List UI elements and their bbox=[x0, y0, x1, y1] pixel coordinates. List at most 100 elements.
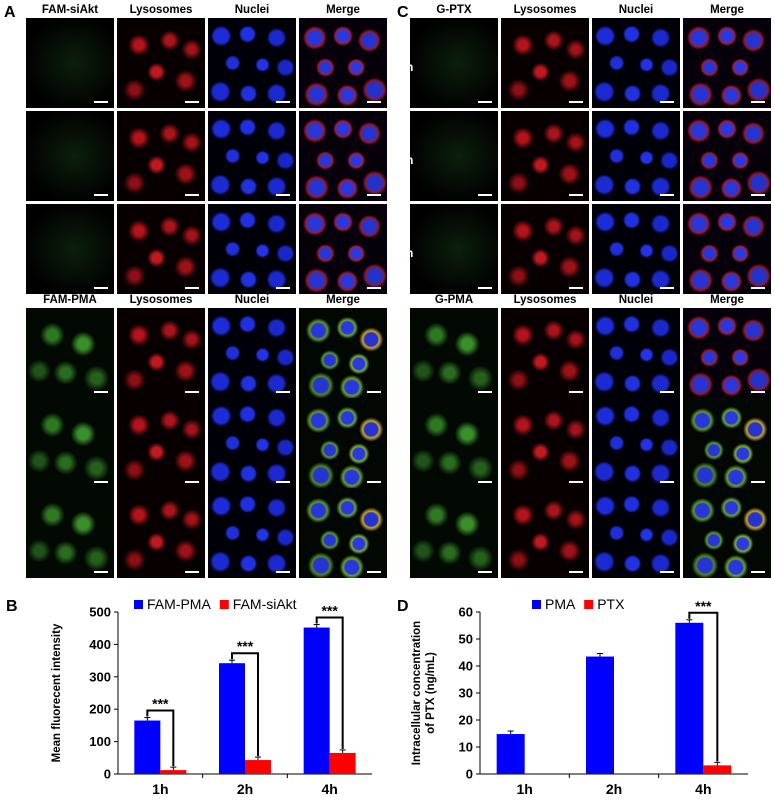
column-header: Lysosomes bbox=[129, 294, 193, 306]
micrograph-fam-siakt-1h bbox=[26, 18, 114, 108]
micrograph-merge bbox=[683, 111, 771, 201]
x-tick-label: 4h bbox=[695, 781, 711, 797]
column-header: Lysosomes bbox=[513, 4, 577, 16]
x-tick-label: 2h bbox=[606, 781, 622, 797]
bar-ptx bbox=[703, 765, 732, 774]
row-label: 4 h bbox=[6, 526, 24, 540]
micrograph-lysosomes bbox=[117, 204, 205, 294]
micrograph-g-pma-1h bbox=[410, 308, 498, 398]
micrograph-lysosomes bbox=[501, 204, 589, 294]
micrograph-merge bbox=[299, 204, 387, 294]
y-tick-label: 20 bbox=[459, 713, 473, 728]
micrograph-merge bbox=[683, 18, 771, 108]
micrograph-g-pma-4h bbox=[410, 488, 498, 578]
micrograph-merge bbox=[683, 308, 771, 398]
column-header: FAM-PMA bbox=[43, 294, 97, 306]
micrograph-g-ptx-4h bbox=[410, 204, 498, 294]
micrograph-g-pma-2h bbox=[410, 398, 498, 488]
x-tick-label: 2h bbox=[237, 781, 253, 797]
legend-swatch bbox=[134, 600, 143, 609]
significance-label: *** bbox=[695, 598, 712, 614]
row-label: 4 h bbox=[6, 246, 24, 260]
row-label: 1 h bbox=[396, 60, 414, 74]
micrograph-fam-siakt-2h bbox=[26, 111, 114, 201]
column-header: Merge bbox=[326, 4, 360, 16]
y-tick-label: 10 bbox=[459, 740, 473, 755]
row-label: 4 h bbox=[396, 246, 414, 260]
micrograph-nuclei bbox=[592, 111, 680, 201]
bar-fam-pma bbox=[134, 720, 161, 774]
column-header: Lysosomes bbox=[129, 4, 193, 16]
y-tick-label: 100 bbox=[89, 734, 111, 749]
micrograph-lysosomes bbox=[117, 308, 205, 398]
column-header: Nuclei bbox=[618, 4, 654, 16]
column-header: Nuclei bbox=[618, 294, 654, 306]
column-header: Merge bbox=[710, 294, 744, 306]
micrograph-nuclei bbox=[208, 398, 296, 488]
y-tick-label: 0 bbox=[104, 767, 111, 782]
y-tick-label: 500 bbox=[89, 605, 111, 620]
legend-swatch bbox=[584, 600, 594, 609]
row-label: 2 h bbox=[6, 153, 24, 167]
micrograph-nuclei bbox=[208, 308, 296, 398]
column-header: G-PTX bbox=[436, 4, 472, 16]
micrograph-fam-pma-4h bbox=[26, 488, 114, 578]
micrograph-merge bbox=[299, 111, 387, 201]
y-axis-label: of PTX (ng/mL) bbox=[425, 652, 437, 734]
micrograph-lysosomes bbox=[501, 111, 589, 201]
legend-swatch bbox=[219, 600, 229, 609]
row-label: 1 h bbox=[6, 346, 24, 360]
bar-fam-siakt bbox=[329, 752, 356, 774]
significance-bracket bbox=[146, 709, 175, 767]
x-tick-label: 1h bbox=[516, 781, 532, 797]
y-tick-label: 40 bbox=[459, 659, 473, 674]
legend-entry: FAM-siAkt bbox=[233, 596, 297, 612]
chart-b: 0 100 200 300 400 500 Mean fluorecent intensit… bbox=[51, 596, 372, 797]
micrograph-merge bbox=[683, 204, 771, 294]
micrograph-fam-pma-2h bbox=[26, 398, 114, 488]
significance-bracket bbox=[315, 616, 344, 749]
column-header: G-PMA bbox=[434, 294, 474, 306]
micrograph-merge bbox=[299, 308, 387, 398]
significance-bracket bbox=[688, 611, 719, 762]
y-tick-label: 60 bbox=[459, 605, 473, 620]
micrograph-lysosomes bbox=[117, 398, 205, 488]
y-tick-label: 400 bbox=[89, 637, 111, 652]
micrograph-lysosomes bbox=[117, 111, 205, 201]
micrograph-lysosomes bbox=[117, 18, 205, 108]
legend-swatch bbox=[532, 600, 541, 609]
legend-entry: PTX bbox=[597, 596, 625, 612]
micrograph-merge bbox=[683, 488, 771, 578]
y-tick-label: 30 bbox=[459, 686, 473, 701]
y-axis-label: Mean fluorecent intensity bbox=[51, 623, 63, 762]
bar-pma bbox=[586, 656, 614, 774]
chart-d: 0 10 20 30 40 50 60 Intracellular concentration… bbox=[411, 596, 748, 797]
y-tick-label: 0 bbox=[466, 767, 473, 782]
row-label: 2 h bbox=[6, 436, 24, 450]
micrograph-nuclei bbox=[592, 398, 680, 488]
legend-entry: FAM-PMA bbox=[147, 596, 211, 612]
column-header: Nuclei bbox=[234, 294, 270, 306]
row-label: 1 h bbox=[6, 60, 24, 74]
micrograph-lysosomes bbox=[501, 398, 589, 488]
significance-label: *** bbox=[237, 638, 254, 654]
micrograph-block-a: FAM-siAkt Lysosomes Nuclei Merge FAM-PMA… bbox=[26, 0, 388, 580]
micrograph-nuclei bbox=[592, 204, 680, 294]
micrograph-merge bbox=[299, 18, 387, 108]
x-tick-label: 4h bbox=[321, 781, 337, 797]
micrograph-nuclei bbox=[592, 18, 680, 108]
micrograph-lysosomes bbox=[117, 488, 205, 578]
significance-bracket bbox=[231, 652, 259, 757]
bar-fam-pma bbox=[303, 627, 330, 774]
micrograph-g-ptx-2h bbox=[410, 111, 498, 201]
micrograph-nuclei bbox=[592, 488, 680, 578]
column-header: Lysosomes bbox=[513, 294, 577, 306]
micrograph-merge bbox=[683, 398, 771, 488]
bar-fam-pma bbox=[219, 663, 245, 774]
micrograph-merge bbox=[299, 398, 387, 488]
micrograph-block-c: G-PTX Lysosomes Nuclei Merge G-PMA Lysos… bbox=[410, 0, 772, 580]
micrograph-nuclei bbox=[208, 18, 296, 108]
row-label: 2 h bbox=[396, 153, 414, 167]
x-tick-label: 1h bbox=[152, 781, 168, 797]
panel-label-a: A bbox=[4, 4, 16, 21]
